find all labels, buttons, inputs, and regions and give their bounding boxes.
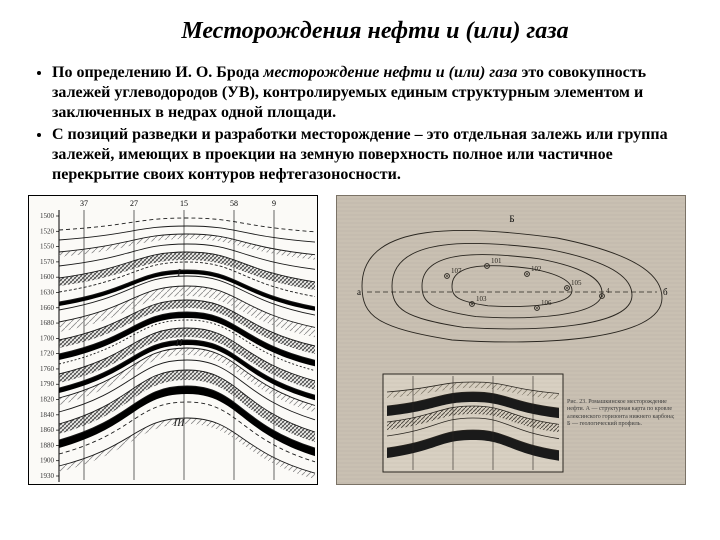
svg-text:9: 9	[272, 199, 276, 208]
svg-text:II: II	[174, 337, 184, 349]
list-item: По определению И. О. Брода месторождение…	[52, 63, 692, 123]
svg-text:102: 102	[531, 265, 542, 273]
svg-text:103: 103	[476, 295, 487, 303]
page-title: Месторождения нефти и (или) газа	[58, 18, 692, 45]
svg-text:4: 4	[606, 287, 610, 295]
svg-text:107: 107	[451, 267, 462, 275]
svg-text:III: III	[173, 417, 186, 429]
svg-text:1520: 1520	[40, 227, 55, 235]
svg-text:15: 15	[180, 199, 188, 208]
bullet-prefix: По определению И. О. Брода	[52, 64, 263, 81]
svg-text:1500: 1500	[40, 212, 55, 220]
svg-text:1600: 1600	[40, 273, 55, 281]
svg-text:Б: Б	[509, 214, 514, 224]
svg-text:а: а	[357, 287, 361, 297]
figures-row: 1500 1520 1550 1570 1600 1630 1660 1680 1700 1720…	[28, 195, 692, 485]
figure-cross-section: 1500 1520 1550 1570 1600 1630 1660 1680 1700 1720…	[28, 195, 318, 485]
svg-text:1660: 1660	[40, 304, 55, 312]
bullet-list: По определению И. О. Брода месторождение…	[28, 63, 692, 185]
svg-text:1550: 1550	[40, 243, 55, 251]
svg-text:1790: 1790	[40, 380, 55, 388]
svg-text:105: 105	[571, 279, 582, 287]
figure-caption: Рис. 23. Ромашкинское месторождение нефт…	[567, 399, 677, 428]
svg-text:106: 106	[541, 299, 552, 307]
svg-text:1630: 1630	[40, 288, 55, 296]
list-item: С позиций разведки и разработки месторож…	[52, 125, 692, 185]
figure-structural-map: 107 101 102 105 103 106 4 а б Б Рис. 23. Ромашкин…	[336, 195, 686, 485]
definition-term: месторождение нефти и (или) газа	[263, 64, 517, 81]
svg-text:27: 27	[130, 199, 138, 208]
svg-text:1680: 1680	[40, 319, 55, 327]
svg-text:1700: 1700	[40, 334, 55, 342]
svg-text:1900: 1900	[40, 457, 55, 465]
svg-text:1570: 1570	[40, 258, 55, 266]
svg-text:58: 58	[230, 199, 238, 208]
svg-text:37: 37	[80, 199, 88, 208]
bullet-rest: С позиций разведки и разработки месторож…	[52, 126, 668, 183]
svg-text:1760: 1760	[40, 365, 55, 373]
svg-text:1840: 1840	[40, 411, 55, 419]
svg-text:1820: 1820	[40, 396, 55, 404]
svg-text:1860: 1860	[40, 426, 55, 434]
svg-text:1880: 1880	[40, 441, 55, 449]
svg-text:1930: 1930	[40, 472, 55, 480]
svg-text:1720: 1720	[40, 350, 55, 358]
svg-text:б: б	[663, 287, 668, 297]
svg-text:101: 101	[491, 257, 502, 265]
